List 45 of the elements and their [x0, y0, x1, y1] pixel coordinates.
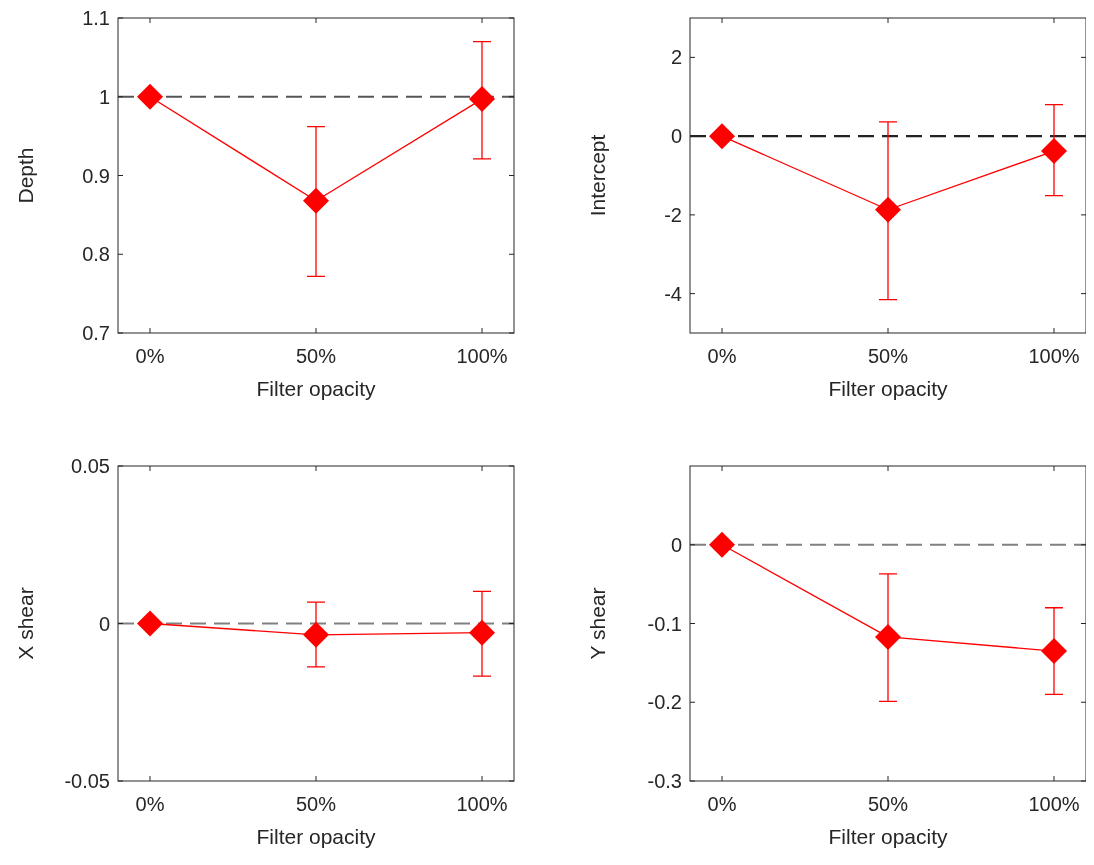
- x-tick-label: 100%: [456, 345, 508, 367]
- y-axis-title: Y shear: [586, 587, 609, 660]
- x-axis-title: Filter opacity: [256, 825, 377, 848]
- y-tick-label: 0.05: [71, 455, 110, 477]
- y-tick-label: 1.1: [82, 7, 110, 29]
- point: [137, 83, 163, 110]
- y-axis-title: Intercept: [586, 134, 609, 217]
- x-tick-label: 100%: [1028, 345, 1080, 367]
- x-tick-label: 50%: [867, 345, 909, 367]
- y-tick-label: -0.2: [647, 691, 682, 714]
- point: [709, 531, 735, 558]
- x-tick-label: 50%: [867, 793, 909, 815]
- y-tick-label: -2: [664, 203, 682, 226]
- y-tick-label: -4: [664, 282, 682, 305]
- y-tick-label: -0.3: [647, 770, 682, 792]
- x-tick-label: 50%: [295, 793, 337, 815]
- x-axis-title: Filter opacity: [256, 377, 377, 400]
- y-tick-label: 1: [98, 85, 110, 108]
- x-tick-label: 0%: [135, 345, 165, 367]
- y-tick-label: 0.8: [82, 243, 110, 266]
- x-axis-title: Filter opacity: [828, 377, 949, 400]
- point: [1041, 638, 1067, 665]
- x-tick-label: 0%: [707, 793, 737, 815]
- x-tick-label: 0%: [135, 793, 165, 815]
- y-tick-label: 0.7: [82, 322, 110, 344]
- point: [875, 196, 901, 223]
- y-tick-label: 0.9: [82, 164, 110, 187]
- y-axis-title: X shear: [14, 587, 37, 660]
- point: [875, 623, 901, 650]
- y-tick-label: 2: [670, 46, 682, 69]
- point: [1041, 138, 1067, 165]
- point: [303, 187, 329, 214]
- y-axis-title: Depth: [14, 147, 37, 204]
- y-tick-label: 0: [670, 125, 682, 148]
- y-tick-label: -0.1: [647, 612, 682, 635]
- y-tick-label: 0: [98, 612, 110, 635]
- y-tick-label: -0.05: [64, 770, 110, 792]
- x-axis-title: Filter opacity: [828, 825, 949, 848]
- y-tick-label: 0: [670, 533, 682, 556]
- point: [709, 123, 735, 150]
- x-tick-label: 100%: [1028, 793, 1080, 815]
- x-tick-label: 50%: [295, 345, 337, 367]
- x-tick-label: 100%: [456, 793, 508, 815]
- point: [469, 86, 495, 113]
- x-tick-label: 0%: [707, 345, 737, 367]
